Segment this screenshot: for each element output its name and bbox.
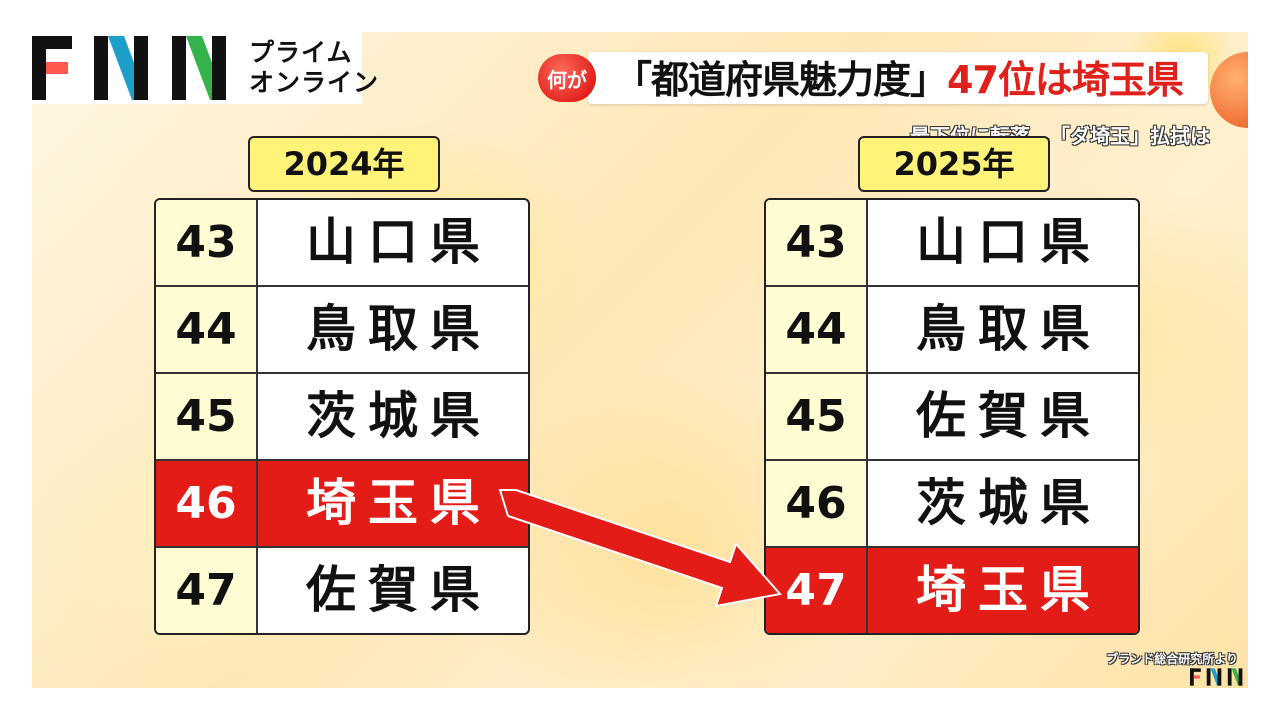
ranking-row: 44 鳥取県 xyxy=(766,287,1138,374)
rank-number: 46 xyxy=(766,461,868,546)
headline-bar xyxy=(588,52,1208,104)
ranking-row: 46 茨城県 xyxy=(766,461,1138,548)
source-credit: ブランド総合研究所より xyxy=(1106,652,1238,666)
headline-tag: 何が xyxy=(538,54,596,102)
headline-title: 「都道府県魅力度」47位は埼玉県 xyxy=(614,56,1214,104)
ranking-row: 43 山口県 xyxy=(766,200,1138,287)
year-label-2024: 2024年 xyxy=(248,136,440,192)
ranking-table-2025: 43 山口県 44 鳥取県 45 佐賀県 46 茨城県 47 埼玉県 xyxy=(764,198,1140,635)
rank-number: 47 xyxy=(156,548,258,633)
fnn-small-logo xyxy=(1190,668,1244,688)
ranking-row: 47 佐賀県 xyxy=(156,548,528,633)
year-label-2025: 2025年 xyxy=(858,136,1050,192)
fnn-logo: プライム オンライン xyxy=(32,32,380,104)
prefecture-name: 鳥取県 xyxy=(306,300,492,358)
rank-number: 44 xyxy=(156,287,258,372)
rank-number: 46 xyxy=(156,461,258,546)
ranking-row: 45 佐賀県 xyxy=(766,374,1138,461)
ranking-table-2024: 43 山口県 44 鳥取県 45 茨城県 46 埼玉県 47 佐賀県 xyxy=(154,198,530,635)
arrow-right-down-icon xyxy=(498,489,782,608)
ranking-row: 43 山口県 xyxy=(156,200,528,287)
ranking-row: 45 茨城県 xyxy=(156,374,528,461)
rank-number: 47 xyxy=(766,548,868,633)
rank-number: 43 xyxy=(766,200,868,285)
prefecture-name: 佐賀県 xyxy=(916,387,1102,445)
logo-subtitle-line1: プライム xyxy=(249,38,353,67)
prefecture-name: 埼玉県 xyxy=(258,461,528,546)
headline-title-part2: 47位は埼玉県 xyxy=(947,58,1184,102)
logo-subtitle-line2: オンライン xyxy=(249,68,380,97)
rank-number: 44 xyxy=(766,287,868,372)
rank-number: 45 xyxy=(156,374,258,459)
ranking-row: 47 埼玉県 xyxy=(766,548,1138,633)
prefecture-name: 埼玉県 xyxy=(868,548,1138,633)
prefecture-name: 佐賀県 xyxy=(306,561,492,619)
prefecture-name: 茨城県 xyxy=(306,387,492,445)
prefecture-name: 茨城県 xyxy=(916,474,1102,532)
fnn-logo-mark xyxy=(32,36,232,100)
news-graphic: プライム オンライン 何が 「都道府県魅力度」47位は埼玉県 最下位に転落…「ダ… xyxy=(32,32,1248,688)
ranking-row: 46 埼玉県 xyxy=(156,461,528,548)
prefecture-name: 鳥取県 xyxy=(916,300,1102,358)
rank-number: 45 xyxy=(766,374,868,459)
prefecture-name: 山口県 xyxy=(306,213,492,271)
headline-title-part1: 「都道府県魅力度」 xyxy=(614,58,948,102)
rank-number: 43 xyxy=(156,200,258,285)
ranking-row: 44 鳥取県 xyxy=(156,287,528,374)
prefecture-name: 山口県 xyxy=(916,213,1102,271)
logo-subtitle: プライム オンライン xyxy=(249,38,380,98)
